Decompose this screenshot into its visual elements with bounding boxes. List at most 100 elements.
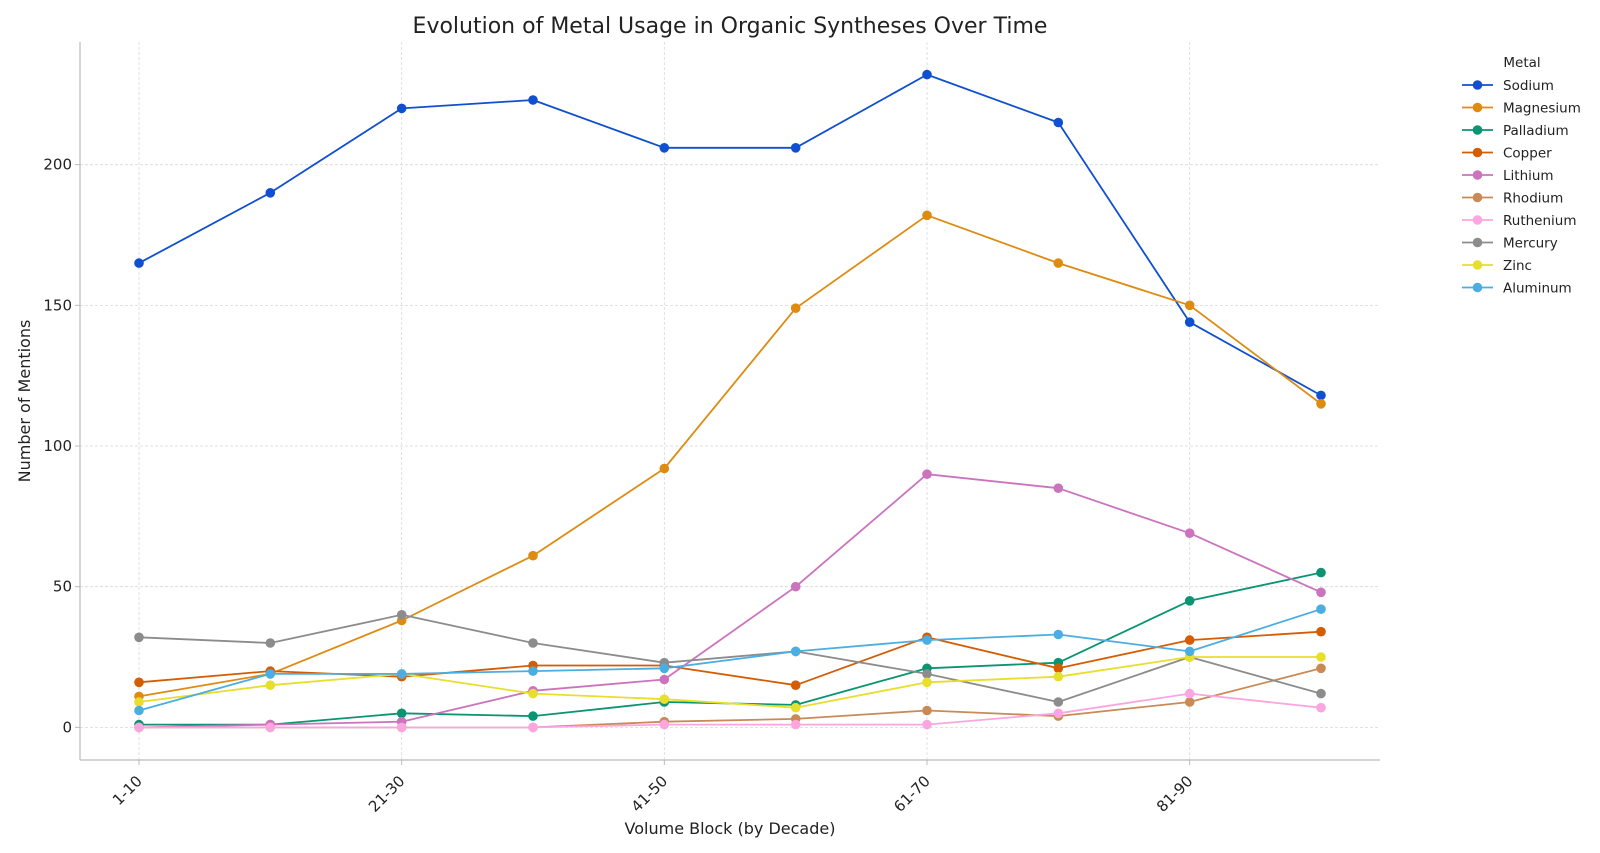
data-point-aluminum: [922, 635, 932, 645]
data-point-ruthenium: [528, 722, 538, 733]
series-line-mercury: [138, 613, 1322, 703]
data-point-palladium: [1316, 567, 1326, 578]
data-point-magnesium: [1053, 258, 1064, 268]
legend-marker-lithium: [1472, 170, 1483, 180]
data-point-ruthenium: [922, 719, 932, 730]
data-point-palladium: [396, 708, 407, 719]
data-point-mercury: [265, 638, 276, 648]
data-point-magnesium: [659, 463, 670, 474]
series-line-sodium: [138, 73, 1322, 397]
data-point-sodium: [790, 143, 801, 153]
data-point-ruthenium: [1053, 708, 1064, 719]
legend-marker-magnesium: [1472, 102, 1483, 113]
data-point-lithium: [790, 581, 801, 592]
series-layer: [134, 69, 1326, 733]
data-point-ruthenium: [396, 722, 407, 733]
data-point-zinc: [1053, 671, 1064, 682]
data-point-rhodium: [922, 705, 932, 716]
data-point-sodium: [659, 143, 670, 153]
data-point-copper: [134, 677, 144, 688]
legend-item-palladium: Palladium: [1462, 123, 1569, 139]
data-point-aluminum: [396, 669, 407, 679]
series-zinc: [134, 652, 1326, 713]
legend-marker-copper: [1472, 147, 1483, 158]
data-point-sodium: [396, 103, 407, 114]
legend-item-copper: Copper: [1462, 146, 1552, 162]
data-point-zinc: [922, 677, 932, 688]
data-point-sodium: [265, 188, 276, 198]
series-ruthenium: [134, 688, 1326, 733]
legend-item-aluminum: Aluminum: [1462, 281, 1572, 297]
data-point-aluminum: [790, 646, 801, 657]
legend-item-mercury: Mercury: [1462, 236, 1558, 252]
legend-label-palladium: Palladium: [1503, 123, 1569, 139]
y-axis-label: Number of Mentions: [15, 320, 34, 483]
data-point-ruthenium: [1316, 702, 1326, 713]
x-tick-label: 1-10: [109, 772, 146, 809]
data-point-magnesium: [1184, 300, 1195, 311]
y-tick-label: 50: [53, 578, 72, 596]
data-point-zinc: [528, 688, 538, 699]
legend-marker-sodium: [1472, 80, 1483, 90]
data-point-rhodium: [1184, 697, 1195, 707]
data-point-ruthenium: [659, 719, 670, 730]
legend-marker-zinc: [1472, 260, 1483, 270]
legend-marker-ruthenium: [1472, 215, 1483, 225]
series-line-zinc: [138, 656, 1321, 709]
legend-label-magnesium: Magnesium: [1503, 101, 1581, 117]
data-point-copper: [790, 680, 801, 690]
series-copper: [134, 626, 1326, 690]
data-point-mercury: [528, 638, 538, 648]
data-point-copper: [1053, 663, 1064, 674]
data-point-mercury: [134, 632, 144, 643]
y-tick-label: 150: [43, 296, 72, 314]
data-point-magnesium: [1316, 399, 1326, 409]
legend-marker-mercury: [1472, 237, 1483, 248]
data-point-palladium: [528, 711, 538, 721]
x-tick-label: 41-50: [628, 772, 672, 816]
data-point-ruthenium: [790, 719, 801, 730]
data-point-lithium: [922, 469, 932, 480]
data-point-sodium: [922, 69, 932, 80]
data-point-mercury: [1053, 697, 1064, 707]
data-point-mercury: [396, 610, 407, 620]
legend: Metal Sodium Magnesium Palladium Copper Lith…: [1462, 55, 1581, 297]
data-point-aluminum: [659, 663, 670, 674]
data-point-magnesium: [922, 210, 932, 221]
legend-item-ruthenium: Ruthenium: [1462, 213, 1577, 229]
series-line-rhodium: [139, 667, 1322, 729]
legend-label-copper: Copper: [1503, 146, 1552, 162]
x-tick-label: 81-90: [1153, 772, 1197, 816]
series-line-palladium: [139, 571, 1322, 726]
legend-label-aluminum: Aluminum: [1503, 281, 1572, 297]
data-point-rhodium: [1316, 663, 1326, 674]
data-point-zinc: [265, 680, 276, 690]
data-point-aluminum: [265, 669, 276, 679]
series-line-magnesium: [138, 214, 1322, 698]
legend-marker-rhodium: [1472, 192, 1483, 203]
series-line-copper: [138, 630, 1322, 687]
data-point-palladium: [1184, 596, 1195, 606]
data-point-aluminum: [1316, 604, 1326, 614]
data-point-sodium: [1053, 117, 1064, 128]
legend-label-lithium: Lithium: [1503, 168, 1554, 184]
data-point-copper: [1184, 635, 1195, 645]
data-point-aluminum: [528, 666, 538, 676]
legend-item-zinc: Zinc: [1462, 258, 1532, 274]
legend-label-mercury: Mercury: [1503, 236, 1558, 252]
x-tick-label: 61-70: [890, 772, 934, 816]
data-point-aluminum: [1184, 646, 1195, 657]
data-point-lithium: [1053, 483, 1064, 494]
series-magnesium: [134, 210, 1326, 702]
series-sodium: [134, 69, 1326, 401]
data-point-ruthenium: [265, 722, 276, 733]
y-tick-label: 0: [62, 718, 72, 736]
data-point-magnesium: [790, 303, 801, 314]
data-point-zinc: [134, 697, 144, 707]
legend-label-rhodium: Rhodium: [1503, 191, 1563, 207]
legend-label-sodium: Sodium: [1503, 78, 1554, 94]
y-tick-label: 100: [43, 437, 72, 455]
legend-label-zinc: Zinc: [1503, 258, 1532, 274]
data-point-lithium: [659, 674, 670, 685]
